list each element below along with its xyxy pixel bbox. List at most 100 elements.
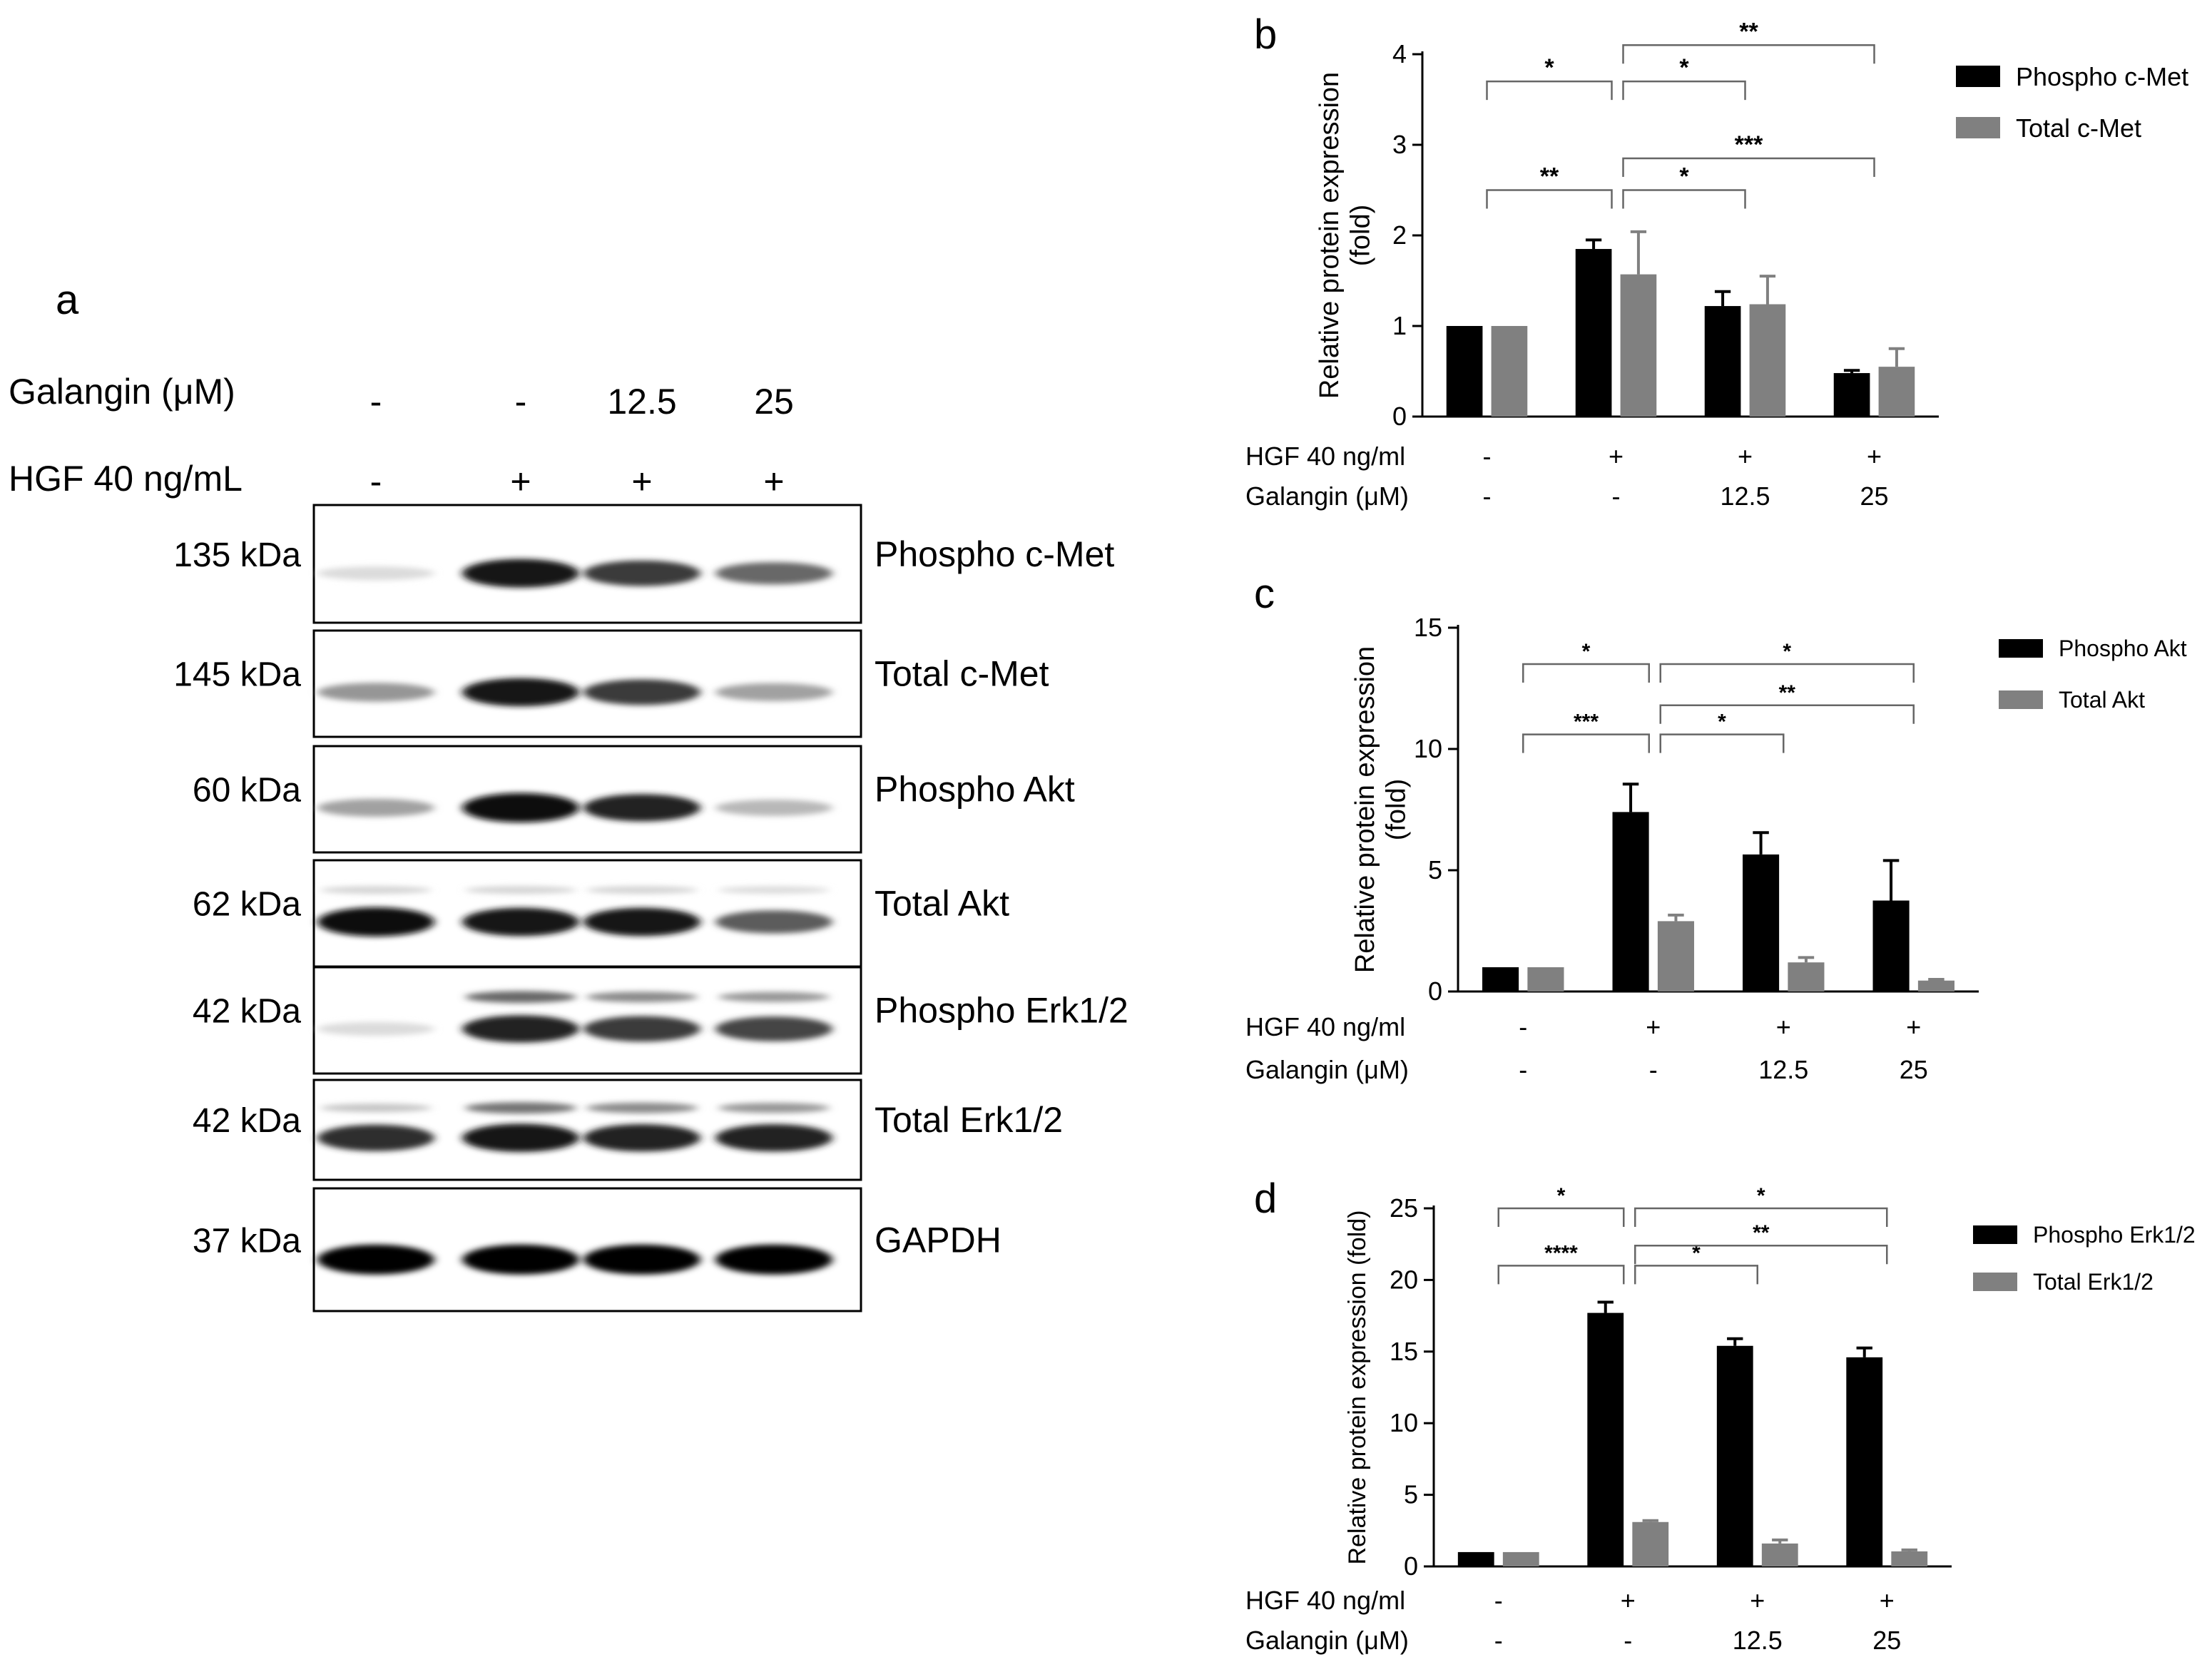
band: [317, 566, 434, 581]
hgf-row-label: HGF 40 ng/ml: [1245, 1586, 1405, 1615]
hgf-value-4: +: [1867, 442, 1882, 471]
treatment-values: - - 12.5 25 - + + +: [370, 382, 794, 501]
legend-label: Total Erk1/2: [2033, 1269, 2154, 1295]
galangin-value-4: 25: [754, 382, 794, 422]
significance-bracket: [1497, 1207, 1625, 1227]
galangin-value-3: 12.5: [1720, 481, 1770, 511]
y-tick-label: 2: [1392, 220, 1407, 250]
bar-phospho-1: [1482, 967, 1519, 991]
hgf-value-3: +: [1738, 442, 1753, 471]
bar-total-1: [1502, 1551, 1539, 1566]
protein-label: Total c-Met: [875, 653, 1049, 693]
y-tick-label: 3: [1392, 130, 1407, 159]
significance-bracket: [1522, 733, 1650, 753]
galangin-value-2: -: [1649, 1055, 1658, 1084]
significance-label: *: [1557, 1184, 1566, 1208]
significance-label: *: [1679, 54, 1689, 81]
band-upper: [718, 991, 830, 1002]
significance-label: ***: [1574, 710, 1599, 734]
hgf-value-1: -: [1519, 1012, 1527, 1041]
y-tick-label: 10: [1390, 1408, 1418, 1437]
significance-label: *: [1783, 640, 1791, 663]
galangin-row-label: Galangin (μM): [1245, 1626, 1409, 1655]
y-tick-label: 15: [1414, 613, 1442, 642]
bar-total-1: [1491, 326, 1528, 417]
bar-phospho-3: [1716, 1345, 1753, 1566]
hgf-row-label: HGF 40 ng/ml: [1245, 442, 1405, 471]
panel-label-b: b: [1254, 11, 1277, 58]
molecular-weight-label: 145 kDa: [173, 656, 301, 693]
legend-swatch: [1973, 1273, 2017, 1291]
y-tick-label: 0: [1404, 1551, 1418, 1581]
significance-label: *: [1582, 640, 1591, 663]
band-upper: [586, 991, 698, 1003]
molecular-weight-label: 135 kDa: [173, 536, 301, 574]
bar-total-2: [1657, 921, 1694, 991]
band: [317, 1124, 434, 1151]
band: [715, 1124, 832, 1152]
band: [583, 794, 700, 822]
significance-label: *: [1692, 1241, 1701, 1265]
significance-bracket: [1634, 1265, 1758, 1285]
significance-label: ***: [1735, 131, 1763, 158]
band: [583, 1016, 700, 1042]
band: [715, 562, 832, 585]
significance-label: *: [1544, 54, 1554, 81]
protein-label: Phospho c-Met: [875, 534, 1114, 574]
bar-phospho-2: [1587, 1312, 1624, 1566]
hgf-row-label: HGF 40 ng/mL: [9, 459, 243, 499]
galangin-value-2: -: [1612, 481, 1621, 511]
blot-phospho-akt: 60 kDa Phospho Akt: [193, 745, 1075, 854]
blot-phospho-erk1-2: 42 kDa Phospho Erk1/2: [193, 966, 1128, 1075]
y-axis-label: Relative protein expression (fold): [1344, 1210, 1371, 1564]
y-tick-label: 5: [1404, 1480, 1418, 1509]
galangin-value-1: -: [1494, 1626, 1503, 1655]
bar-phospho-2: [1575, 249, 1612, 417]
band: [317, 1244, 434, 1275]
band: [583, 1124, 700, 1152]
blot-gapdh: 37 kDa GAPDH: [193, 1187, 1001, 1312]
significance-bracket: [1634, 1244, 1888, 1265]
bar-phospho-1: [1457, 1551, 1494, 1566]
significance-bracket: [1659, 733, 1785, 753]
galangin-value-1: -: [1519, 1055, 1527, 1084]
protein-label: Total Erk1/2: [875, 1100, 1063, 1140]
hgf-row-label: HGF 40 ng/ml: [1245, 1012, 1405, 1041]
galangin-row-label: Galangin (μM): [1245, 1055, 1409, 1084]
protein-label: Phospho Akt: [875, 769, 1075, 809]
band: [715, 1016, 832, 1041]
hgf-value-1: -: [1494, 1586, 1503, 1615]
band-upper: [320, 886, 432, 894]
band: [715, 800, 832, 816]
hgf-value-4: +: [1880, 1586, 1895, 1615]
panel-label-c: c: [1254, 571, 1275, 617]
y-axis-label: Relative protein expression(fold): [1350, 646, 1412, 973]
significance-label: **: [1540, 163, 1559, 190]
y-tick-label: 15: [1390, 1337, 1418, 1366]
significance-bracket: [1522, 663, 1650, 683]
significance-label: ****: [1544, 1241, 1578, 1265]
galangin-value-2: -: [515, 382, 527, 422]
blot-total-akt: 62 kDa Total Akt: [193, 859, 1009, 968]
band: [715, 1244, 832, 1275]
blot-total-erk1-2: 42 kDa Total Erk1/2: [193, 1079, 1063, 1181]
galangin-value-4: 25: [1860, 481, 1888, 511]
hgf-value-4: +: [1906, 1012, 1921, 1041]
hgf-value-1: -: [1483, 442, 1492, 471]
legend-label: Total c-Met: [2016, 113, 2141, 143]
bar-phospho-3: [1704, 306, 1741, 417]
hgf-value-2: +: [1609, 442, 1624, 471]
significance-bracket: [1497, 1265, 1625, 1285]
galangin-value-3: 12.5: [1733, 1626, 1783, 1655]
bar-total-2: [1632, 1521, 1669, 1566]
galangin-value-3: 12.5: [607, 382, 676, 422]
galangin-value-1: -: [1483, 481, 1492, 511]
significance-bracket: [1486, 189, 1613, 209]
protein-label: GAPDH: [875, 1220, 1001, 1260]
protein-label: Phospho Erk1/2: [875, 990, 1128, 1030]
band-upper: [465, 991, 576, 1004]
hgf-value-1: -: [370, 462, 382, 501]
legend-label: Phospho Erk1/2: [2033, 1222, 2196, 1248]
band-upper: [320, 1103, 432, 1113]
